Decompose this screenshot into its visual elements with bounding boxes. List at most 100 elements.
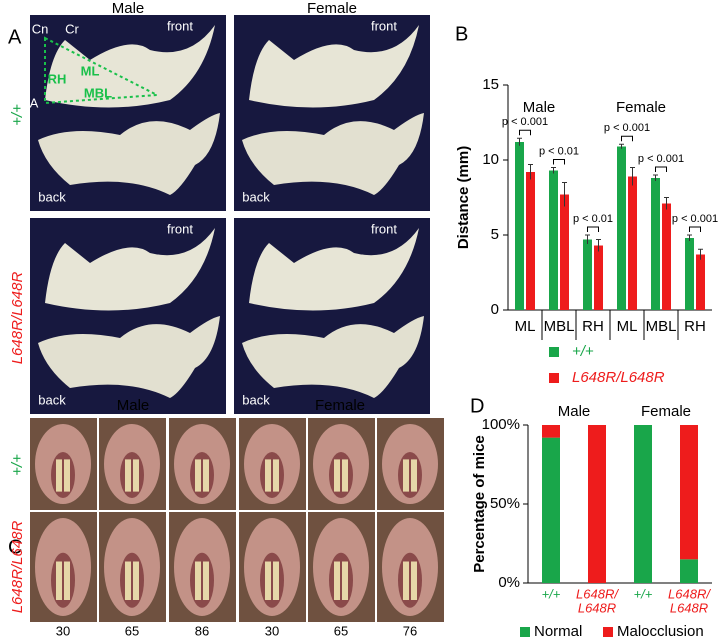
x-tick-label: +/+ [542,586,561,601]
column-title: Female [315,397,365,414]
p-value: p < 0.001 [604,122,650,134]
photo-tooth [56,561,62,600]
bone-front [249,228,419,311]
column-title: Female [307,0,357,17]
bar [560,194,569,310]
photo-tooth [334,459,340,492]
photo-tooth [203,561,209,600]
significance-bracket [655,166,667,172]
bar [515,142,524,310]
panel-letter: C [8,536,22,558]
mouse-id: 86 [195,623,209,638]
photo-tooth [125,459,131,492]
view-label: front [371,18,397,33]
view-label: front [167,18,193,33]
panel-letter: A [8,26,22,48]
bone-back [242,113,424,195]
view-label: back [242,392,270,407]
y-tick-label: 100% [482,416,520,433]
photo-mouth [51,552,75,608]
legend-label: Normal [534,623,582,639]
x-tick-label: RH [684,318,706,335]
legend-swatch [549,347,559,357]
row-label: L648R/L648R [9,521,26,614]
group-label: Male [523,99,556,116]
landmark-label: RH [48,71,67,86]
significance-bracket [519,129,531,136]
panel-letter: D [470,395,484,417]
group-label: Male [558,403,591,420]
mouse-id: 30 [265,623,279,638]
view-label: back [38,189,66,204]
y-tick-label: 5 [491,226,499,243]
group-label: Female [641,403,691,420]
photo-tooth [273,459,279,492]
y-tick-label: 50% [490,495,520,512]
bar-segment [680,559,698,583]
photo-tooth [64,459,70,492]
photo-mouth [51,452,75,499]
view-label: back [242,189,270,204]
x-tick-label: ML [617,318,638,335]
photo-tooth [273,561,279,600]
photo-tooth [265,561,271,600]
landmark-label: Cn [32,21,49,36]
bar [696,254,705,310]
p-value: p < 0.01 [539,145,579,157]
bar [651,178,660,310]
mouse-id: 30 [56,623,70,638]
bar [685,238,694,310]
x-tick-label: MBL [544,318,575,335]
x-tick-label: +/+ [634,586,653,601]
photo-mouth [398,452,422,499]
bone-back [242,316,424,398]
bar [617,146,626,310]
landmark-label: Cr [65,21,79,36]
x-tick-label: L648R [578,600,616,615]
mouse-id: 65 [334,623,348,638]
photo-tooth [342,459,348,492]
significance-bracket [587,226,599,232]
bar-segment [542,437,560,583]
column-title: Male [117,397,150,414]
x-tick-label: MBL [646,318,677,335]
x-tick-label: ML [515,318,536,335]
column-title: Male [112,0,145,17]
y-axis-label: Distance (mm) [455,146,472,249]
photo-mouth [329,552,353,608]
bar [594,245,603,310]
bar-segment [634,425,652,583]
y-tick-label: 0% [498,574,520,591]
x-tick-label: L648R/ [576,586,619,601]
photo-mouth [329,452,353,499]
bar [662,203,671,310]
group-label: Female [616,99,666,116]
bone-front [45,228,215,311]
significance-bracket [689,226,701,232]
bar-segment [542,425,560,438]
photo-tooth [133,459,139,492]
legend-label: +/+ [572,343,594,360]
photo-mouth [190,452,214,499]
photo-tooth [195,561,201,600]
photo-mouth [190,552,214,608]
significance-bracket [621,135,633,142]
landmark-label: ML [81,63,100,78]
row-label: +/+ [9,454,26,476]
bar [583,239,592,310]
legend-swatch [549,373,559,383]
p-value: p < 0.001 [672,213,718,225]
p-value: p < 0.01 [573,213,613,225]
landmark-label: MBL [84,85,112,100]
legend-label: Malocclusion [617,623,704,639]
row-label: +/+ [9,104,26,126]
photo-tooth [411,561,417,600]
photo-mouth [260,452,284,499]
photo-mouth [260,552,284,608]
bone-front [45,25,215,108]
y-tick-label: 0 [491,301,499,318]
mouse-id: 65 [125,623,139,638]
photo-tooth [203,459,209,492]
photo-tooth [403,561,409,600]
photo-tooth [342,561,348,600]
